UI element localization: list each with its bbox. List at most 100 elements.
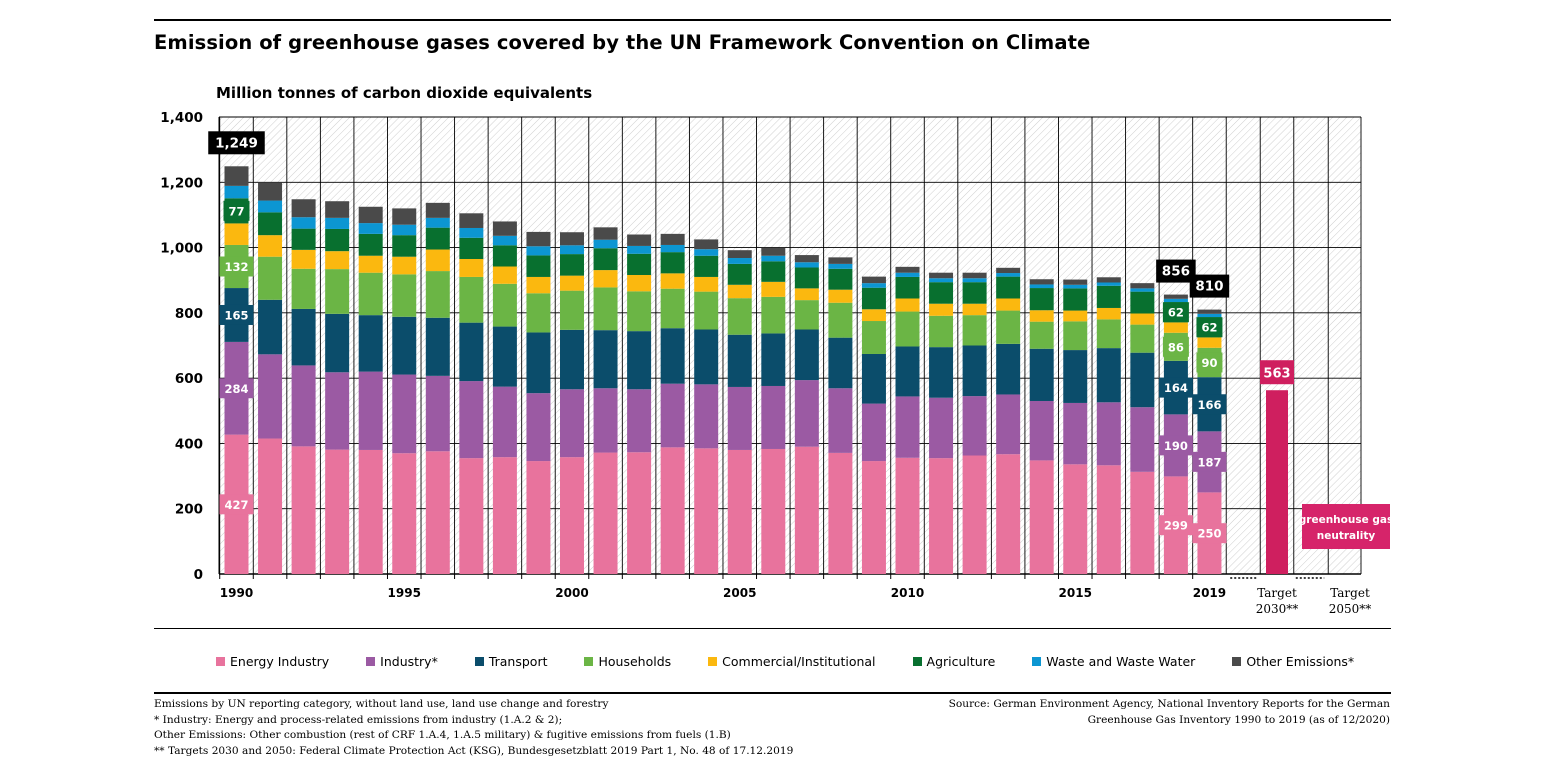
bar-segment [694, 255, 719, 277]
bar-segment [593, 248, 618, 271]
bar-segment [761, 333, 786, 386]
bar-segment [996, 343, 1021, 395]
bar-segment [325, 217, 350, 229]
bar-segment [258, 354, 283, 439]
bar-segment [727, 258, 752, 264]
legend-item: Households [584, 654, 671, 669]
segment-label: 284 [224, 382, 248, 396]
bar-segment [593, 452, 618, 574]
bar-segment [358, 223, 383, 234]
bar-segment [291, 268, 316, 309]
bar-segment [560, 245, 584, 255]
bar-segment [727, 386, 752, 450]
target-label: Target [1257, 586, 1297, 600]
bar-segment [929, 303, 954, 316]
bar-segment [1130, 324, 1155, 353]
bar-segment [627, 331, 652, 390]
bar-segment [929, 315, 954, 348]
bar-segment [526, 255, 551, 277]
bar-segment [325, 228, 350, 252]
source-line: Source: German Environment Agency, Natio… [948, 698, 1390, 710]
bar-segment [828, 302, 853, 338]
bar-segment [1163, 322, 1188, 333]
bar-segment [291, 365, 316, 447]
bar-segment [392, 453, 417, 574]
bar-segment [593, 227, 618, 240]
bar-segment [459, 213, 484, 228]
bar-segment [895, 311, 920, 347]
segment-label-bg [1192, 451, 1227, 472]
legend-label: Households [598, 654, 672, 669]
bar-segment [392, 316, 417, 375]
bar-segment [425, 227, 450, 250]
bar-segment [1063, 321, 1088, 351]
bar-segment [794, 267, 819, 289]
bar-segment [492, 266, 517, 284]
bar-segment [861, 283, 886, 288]
legend-swatch [1032, 657, 1042, 666]
bar-segment [560, 457, 584, 574]
segment-label-bg [1196, 317, 1223, 338]
bar-segment [291, 199, 316, 218]
bar-segment [459, 458, 484, 574]
top-rule [154, 19, 1391, 21]
footnote-line: * Industry: Energy and process-related e… [154, 713, 563, 726]
segment-label-bg [1158, 435, 1193, 456]
y-tick-label: 600 [175, 371, 203, 387]
bar-segment [392, 256, 417, 275]
target-label: 2050** [1329, 602, 1372, 616]
legend-swatch [584, 657, 594, 666]
legend-label: Transport [488, 654, 548, 669]
segment-label-bg [219, 304, 254, 325]
bar-segment [1130, 407, 1155, 472]
bar-segment [1029, 288, 1054, 311]
bar-segment [660, 252, 685, 274]
bar-segment [526, 246, 551, 256]
bar-segment [828, 452, 853, 574]
bar-segment [258, 299, 283, 355]
bar-segment [1029, 279, 1054, 285]
bar-segment [996, 273, 1021, 277]
source-line: Greenhouse Gas Inventory 1990 to 2019 (a… [1087, 713, 1390, 726]
legend-top-rule [154, 628, 1391, 630]
bar-segment [962, 272, 987, 279]
bar-segment [727, 334, 752, 387]
bar-segment [694, 239, 719, 250]
segment-label-bg [1158, 377, 1193, 398]
bar-segment [1197, 313, 1222, 318]
x-tick-label: 1995 [388, 586, 421, 600]
footnote-line: ** Targets 2030 and 2050: Federal Climat… [154, 744, 794, 757]
segment-label: 62 [1168, 306, 1184, 320]
bar-segment [1163, 298, 1188, 303]
bar-segment [660, 383, 685, 448]
bar-segment [627, 389, 652, 453]
bar-segment [358, 315, 383, 372]
bar-segment [560, 329, 584, 390]
bar-segment [761, 296, 786, 334]
bar-segment [962, 345, 987, 397]
bar-segment [392, 274, 417, 317]
bar-segment [996, 298, 1021, 311]
bar-segment [291, 308, 316, 366]
x-tick-label: 1990 [220, 586, 253, 600]
segment-label: 427 [224, 498, 248, 512]
bar-segment [962, 278, 987, 283]
bar-segment [996, 310, 1021, 344]
segment-label-bg [1192, 394, 1227, 415]
bar-segment [560, 254, 584, 276]
bar-segment [1130, 288, 1155, 292]
bar-segment [761, 255, 786, 262]
bar-segment [425, 217, 450, 228]
bar-segment [459, 258, 484, 277]
bar-segment [291, 228, 316, 250]
target-2050-text: greenhouse gas [1299, 514, 1393, 526]
bar-segment [895, 457, 920, 574]
target-2030-bar [1266, 390, 1288, 574]
bar-segment [1096, 285, 1121, 308]
bar-segment [727, 250, 752, 259]
x-tick-label: 2015 [1059, 586, 1092, 600]
bar-segment [526, 293, 551, 333]
bar-segment [794, 262, 819, 268]
bar-segment [794, 446, 819, 574]
bar-segment [1063, 350, 1088, 403]
